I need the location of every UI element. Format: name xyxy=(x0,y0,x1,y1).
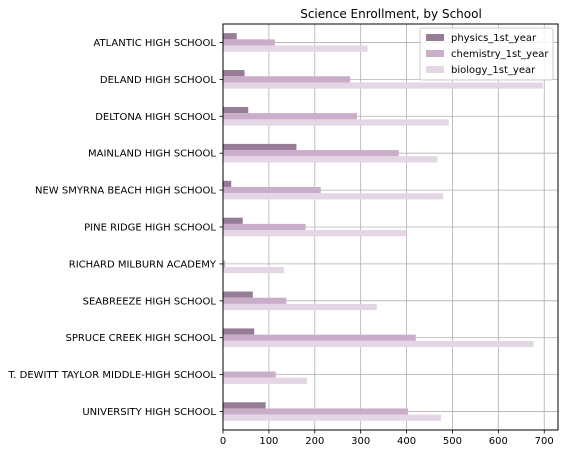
category-labels: ATLANTIC HIGH SCHOOL DELAND HIGH SCHOOL DE… xyxy=(7,38,223,418)
bar-physics_1st_year xyxy=(223,402,266,409)
x-tick-label: 100 xyxy=(259,436,278,447)
bar-biology_1st_year xyxy=(223,119,449,126)
bar-chemistry_1st_year xyxy=(223,39,275,46)
legend-label: biology_1st_year xyxy=(451,65,536,76)
category-label: SPRUCE CREEK HIGH SCHOOL xyxy=(65,333,216,344)
category-label: DELTONA HIGH SCHOOL xyxy=(95,112,216,123)
bar-physics_1st_year xyxy=(223,328,255,335)
x-tick-label: 300 xyxy=(351,436,370,447)
category-label: SEABREEZE HIGH SCHOOL xyxy=(83,296,217,307)
bar-biology_1st_year xyxy=(223,377,307,384)
legend-label: physics_1st_year xyxy=(451,33,537,44)
bar-chemistry_1st_year xyxy=(223,150,399,157)
bar-biology_1st_year xyxy=(223,193,444,200)
x-tick-label: 700 xyxy=(535,436,554,447)
bar-biology_1st_year xyxy=(223,414,441,421)
chart-title: Science Enrollment, by School xyxy=(300,7,482,21)
bar-chemistry_1st_year xyxy=(223,186,321,194)
category-label: DELAND HIGH SCHOOL xyxy=(100,75,217,86)
category-label: UNIVERSITY HIGH SCHOOL xyxy=(82,407,216,418)
bar-biology_1st_year xyxy=(223,230,407,237)
bar-physics_1st_year xyxy=(223,291,253,298)
bar-chemistry_1st_year xyxy=(223,76,351,83)
x-tick-label: 400 xyxy=(397,436,416,447)
category-label: RICHARD MILBURN ACADEMY xyxy=(69,259,217,270)
bar-chemistry_1st_year xyxy=(223,113,357,120)
category-label: MAINLAND HIGH SCHOOL xyxy=(88,149,216,160)
bar-biology_1st_year xyxy=(223,267,285,274)
x-tick-label: 200 xyxy=(305,436,324,447)
x-tick-label: 500 xyxy=(443,436,462,447)
category-label: PINE RIDGE HIGH SCHOOL xyxy=(84,223,216,234)
bar-biology_1st_year xyxy=(223,340,534,348)
legend-frame xyxy=(419,27,554,81)
bar-physics_1st_year xyxy=(223,106,249,114)
legend-label: chemistry_1st_year xyxy=(451,49,549,60)
x-tick-label: 0 xyxy=(220,436,226,447)
category-label: ATLANTIC HIGH SCHOOL xyxy=(93,38,216,49)
bar-physics_1st_year xyxy=(223,143,297,151)
bar-chemistry_1st_year xyxy=(223,223,306,231)
bar-physics_1st_year xyxy=(223,180,232,187)
bar-physics_1st_year xyxy=(223,217,243,224)
legend-swatch xyxy=(426,34,444,41)
bar-chemistry_1st_year xyxy=(223,334,416,341)
legend: physics_1st_year chemistry_1st_yearbiolog… xyxy=(419,27,554,81)
bar-chemistry_1st_year xyxy=(223,408,408,415)
bar-biology_1st_year xyxy=(223,303,377,311)
bars xyxy=(223,33,543,421)
bar-biology_1st_year xyxy=(223,45,368,52)
bar-chemistry_1st_year xyxy=(223,371,276,378)
category-label: NEW SMYRNA BEACH HIGH SCHOOL xyxy=(35,186,216,197)
bar-chemistry_1st_year xyxy=(223,260,226,268)
bar-physics_1st_year xyxy=(223,70,245,77)
bar-biology_1st_year xyxy=(223,156,438,163)
legend-swatch xyxy=(426,50,444,57)
bar-chemistry_1st_year xyxy=(223,297,287,304)
category-label: T. DEWITT TAYLOR MIDDLE-HIGH SCHOOL xyxy=(7,370,216,381)
bar-biology_1st_year xyxy=(223,82,543,89)
x-tick-label: 600 xyxy=(489,436,508,447)
bar-physics_1st_year xyxy=(223,33,237,40)
x-axis-ticks: 0 100 200 300 400 500 600 700 xyxy=(220,430,554,447)
legend-swatch xyxy=(426,66,444,73)
